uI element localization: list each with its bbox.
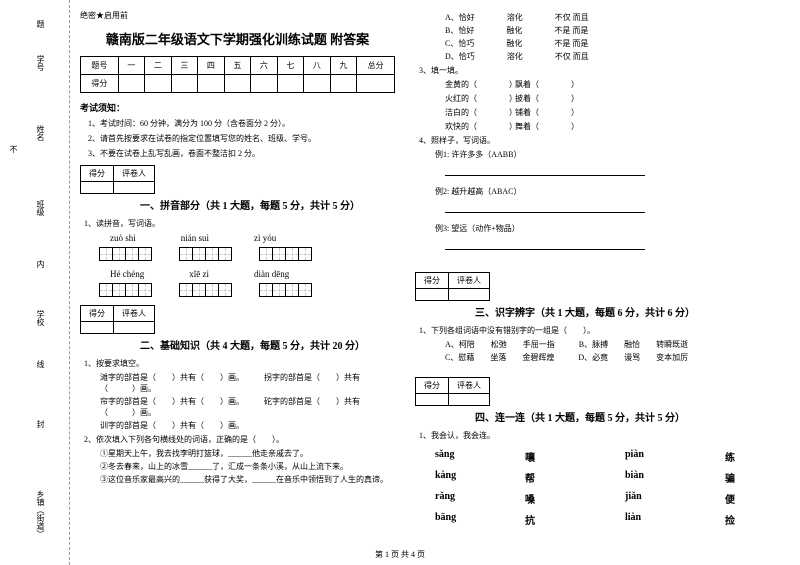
fill-row: 火红的（ ）披着（ ） <box>445 93 785 104</box>
bind-label: 学号 <box>35 55 46 71</box>
q2-4b: 例2: 越升越高（ABAC） <box>435 186 785 197</box>
q2-2-item: ②冬去春来，山上的冰雪______了，汇成一条条小溪，从山上流下来。 <box>100 461 395 472</box>
grader-box: 得分评卷人 <box>80 165 155 194</box>
page-content: 绝密★启用前 赣南版二年级语文下学期强化训练试题 附答案 题号 一 二 三 四 … <box>75 0 800 527</box>
fill-row: 欢快的（ ）舞着（ ） <box>445 121 785 132</box>
section-4-title: 四、连一连（共 1 大题，每题 5 分，共计 5 分） <box>475 409 785 424</box>
notice-item: 1、考试时间：60 分钟，满分为 100 分（含卷面分 2 分）。 <box>88 118 395 129</box>
binding-margin: 题 学号 姓名 不 班级 内 学校 线 封 乡镇（街道） <box>0 0 70 565</box>
score-value-row: 得分 <box>81 75 395 93</box>
char-grid-row <box>100 283 395 297</box>
right-column: A、恰好 溶化 不仅 而且 B、恰好 融化 不是 而是 C、恰巧 融化 不是 而… <box>415 10 785 527</box>
q2-4c: 例3: 望远（动作+物品） <box>435 223 785 234</box>
q2-2-item: ①星期天上午，我去找李明打篮球，______他走亲戚去了。 <box>100 448 395 459</box>
grader-box: 得分评卷人 <box>415 272 490 301</box>
q4-1: 1、我会认，我会连。 <box>419 430 785 441</box>
matching-grid: sǎng嚷piàn练 kàng帮biàn骗 rǎng嗓jiǎn便 bāng抗li… <box>435 449 785 527</box>
notice-heading: 考试须知： <box>80 101 395 114</box>
q2-1-item: 训字的部首是（ ）共有（ ）画。 <box>100 420 395 431</box>
bind-label: 线 <box>35 360 46 368</box>
section-2-title: 二、基础知识（共 4 大题，每题 5 分，共计 20 分） <box>140 337 395 352</box>
fill-row: 金黄的（ ）飘着（ ） <box>445 79 785 90</box>
bind-mark: 不 <box>8 145 19 153</box>
notice-item: 3、不要在试卷上乱写乱画，卷面不整洁扣 2 分。 <box>88 148 395 159</box>
q2-4: 4、照样子，写词语。 <box>419 135 785 146</box>
blank-line[interactable] <box>445 240 645 250</box>
left-column: 绝密★启用前 赣南版二年级语文下学期强化训练试题 附答案 题号 一 二 三 四 … <box>80 10 395 527</box>
q2-1-item: 帘字的部首是（ ）共有（ ）画。 砣字的部首是（ ）共有（ ）画。 <box>100 396 395 418</box>
bind-label: 学校 <box>35 310 46 326</box>
char-grid-row <box>100 247 395 261</box>
score-table: 题号 一 二 三 四 五 六 七 八 九 总分 得分 <box>80 56 395 93</box>
q2-2: 2、依次填入下列各句横线处的词语，正确的是（ ）。 <box>84 434 395 445</box>
opt-d: D、恰巧 溶化 不仅 而且 <box>445 51 785 62</box>
secret-label: 绝密★启用前 <box>80 10 395 21</box>
bind-label: 乡镇（街道） <box>35 490 46 538</box>
fill-row: 洁白的（ ）铺着（ ） <box>445 107 785 118</box>
q2-1-item: 滩字的部首是（ ）共有（ ）画。 拐字的部首是（ ）共有（ ）画。 <box>100 372 395 394</box>
q1-1: 1、读拼音，写词语。 <box>84 218 395 229</box>
bind-label: 封 <box>35 420 46 428</box>
s3-opt: A、柯陪 松弛 手屈一指 B、脉搏 融恰 转瞬既逝 <box>445 339 785 350</box>
bind-label: 内 <box>35 260 46 268</box>
grader-box: 得分评卷人 <box>415 377 490 406</box>
opt-b: B、恰好 融化 不是 而是 <box>445 25 785 36</box>
opt-a: A、恰好 溶化 不仅 而且 <box>445 12 785 23</box>
opt-c: C、恰巧 融化 不是 而是 <box>445 38 785 49</box>
exam-title: 赣南版二年级语文下学期强化训练试题 附答案 <box>80 29 395 48</box>
notice-item: 2、请首先按要求在试卷的指定位置填写您的姓名、班级、学号。 <box>88 133 395 144</box>
bind-label: 姓名 <box>35 125 46 141</box>
blank-line[interactable] <box>445 203 645 213</box>
pinyin-row-1: zuò shì nián suì zì yóu <box>110 233 395 243</box>
section-3-title: 三、识字辨字（共 1 大题，每题 6 分，共计 6 分） <box>475 304 785 319</box>
blank-line[interactable] <box>445 166 645 176</box>
bind-label: 题 <box>35 20 46 28</box>
pinyin-row-2: Hé chéng xǐē zì diàn dēng <box>110 269 395 279</box>
bind-label: 班级 <box>35 200 46 216</box>
s3-opt: C、慰藉 坐落 金碧辉煌 D、必竟 谩骂 变本加厉 <box>445 352 785 363</box>
section-1-title: 一、拼音部分（共 1 大题，每题 5 分，共计 5 分） <box>140 197 395 212</box>
q2-3: 3、填一填。 <box>419 65 785 76</box>
q3-1: 1、下列各组词语中没有错别字的一组是（ ）。 <box>419 325 785 336</box>
score-header-row: 题号 一 二 三 四 五 六 七 八 九 总分 <box>81 57 395 75</box>
q2-1: 1、按要求填空。 <box>84 358 395 369</box>
q2-2-item: ③这位音乐家最高兴的______获得了大奖，______在音乐中领悟到了人生的真… <box>100 474 395 485</box>
page-footer: 第 1 页 共 4 页 <box>375 549 425 560</box>
q2-4a: 例1: 许许多多（AABB） <box>435 149 785 160</box>
grader-box: 得分评卷人 <box>80 305 155 334</box>
